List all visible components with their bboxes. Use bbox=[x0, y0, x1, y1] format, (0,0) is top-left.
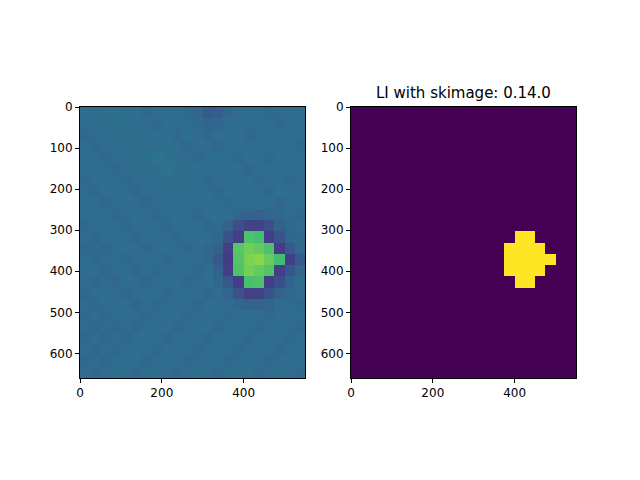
svg-text:500: 500 bbox=[50, 306, 73, 320]
svg-text:0: 0 bbox=[347, 386, 355, 400]
svg-text:400: 400 bbox=[321, 264, 344, 278]
svg-text:200: 200 bbox=[421, 386, 444, 400]
svg-text:300: 300 bbox=[321, 223, 344, 237]
svg-text:LI with skimage: 0.14.0: LI with skimage: 0.14.0 bbox=[376, 84, 551, 102]
svg-text:100: 100 bbox=[50, 141, 73, 155]
svg-text:500: 500 bbox=[321, 306, 344, 320]
svg-text:0: 0 bbox=[76, 386, 84, 400]
svg-text:400: 400 bbox=[50, 264, 73, 278]
svg-text:100: 100 bbox=[321, 141, 344, 155]
svg-text:600: 600 bbox=[50, 347, 73, 361]
svg-text:0: 0 bbox=[336, 100, 344, 114]
svg-text:400: 400 bbox=[232, 386, 255, 400]
svg-text:200: 200 bbox=[150, 386, 173, 400]
svg-text:0: 0 bbox=[65, 100, 73, 114]
svg-text:200: 200 bbox=[50, 182, 73, 196]
svg-text:200: 200 bbox=[321, 182, 344, 196]
svg-text:300: 300 bbox=[50, 223, 73, 237]
svg-text:600: 600 bbox=[321, 347, 344, 361]
svg-text:400: 400 bbox=[503, 386, 526, 400]
